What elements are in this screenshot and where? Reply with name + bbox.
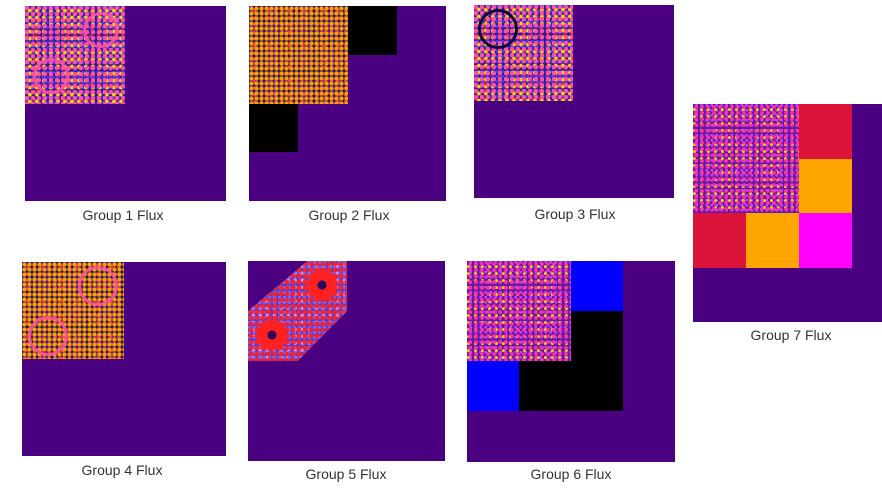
flux-mosaic (467, 261, 571, 361)
orange-block (799, 159, 852, 213)
black-block (249, 104, 298, 152)
flux-mosaic (248, 261, 347, 361)
panel-caption: Group 7 Flux (750, 327, 832, 343)
panel-caption: Group 1 Flux (82, 207, 164, 223)
flux-plot-group-6 (467, 261, 675, 462)
flux-mosaic (25, 6, 125, 104)
flux-ring (78, 266, 118, 306)
blue-block (467, 361, 519, 411)
flux-mosaic (474, 5, 573, 101)
crimson-block (693, 213, 746, 268)
black-block (519, 361, 571, 411)
flux-plot-group-7 (693, 104, 882, 322)
magenta-block (799, 213, 852, 268)
flux-plot-group-4 (22, 262, 226, 456)
flux-plot-group-3 (474, 5, 674, 198)
flux-hotspot (304, 267, 340, 303)
panel-caption: Group 5 Flux (305, 466, 387, 482)
black-block (348, 6, 397, 55)
flux-hotspot (254, 317, 290, 353)
flux-ring (478, 9, 518, 49)
panel-caption: Group 4 Flux (81, 462, 163, 478)
flux-plot-group-1 (25, 6, 226, 201)
orange-block (746, 213, 799, 268)
black-block (571, 311, 623, 411)
flux-ring (83, 12, 119, 48)
flux-mosaic (22, 262, 124, 359)
panel-caption: Group 2 Flux (308, 207, 390, 223)
blue-block (571, 261, 623, 311)
flux-plot-group-5 (248, 261, 445, 461)
panel-caption: Group 6 Flux (530, 466, 612, 482)
flux-ring (33, 58, 69, 94)
flux-mosaic (249, 6, 348, 104)
panel-caption: Group 3 Flux (534, 206, 616, 222)
flux-mosaic (693, 104, 799, 213)
flux-ring (28, 316, 68, 356)
flux-plot-group-2 (249, 6, 446, 201)
crimson-block (799, 104, 852, 159)
